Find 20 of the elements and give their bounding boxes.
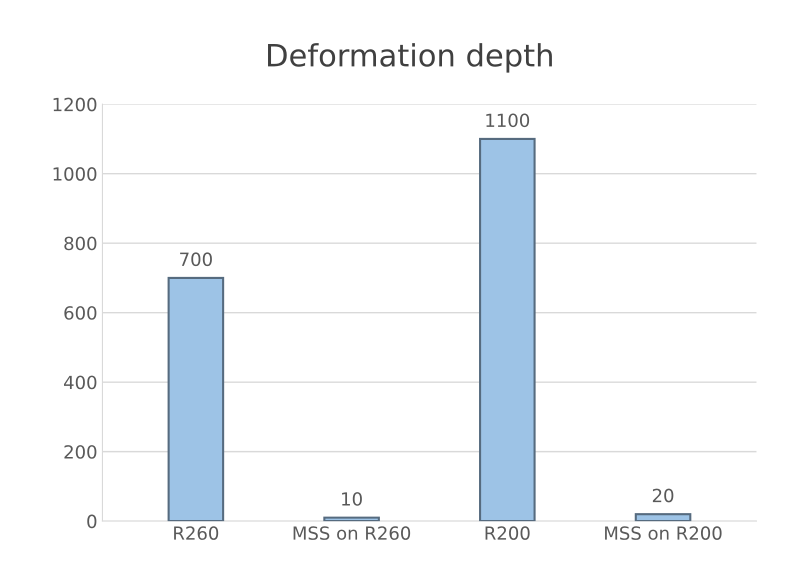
- y-tick-label: 0: [87, 514, 96, 528]
- x-tick-label: R260: [174, 526, 218, 540]
- data-label: 10: [342, 492, 362, 506]
- y-tick-label: 1200: [54, 98, 96, 112]
- data-label: 700: [180, 252, 212, 266]
- y-tick-label: 600: [64, 306, 96, 320]
- data-label: 20: [652, 488, 674, 502]
- chart-title: Deformation depth: [268, 43, 552, 73]
- bar: [323, 516, 380, 522]
- x-tick-label: MSS on R200: [605, 526, 722, 540]
- bar: [634, 513, 692, 522]
- data-label: 1100: [486, 113, 530, 128]
- y-tick-label: 800: [64, 236, 96, 250]
- y-tick-label: 1000: [54, 167, 96, 181]
- bar: [168, 276, 224, 522]
- y-tick-label: 200: [64, 445, 96, 459]
- x-tick-label: MSS on R260: [294, 526, 410, 540]
- x-tick-label: R200: [486, 526, 530, 540]
- bar: [479, 138, 536, 522]
- y-tick-label: 400: [64, 376, 96, 390]
